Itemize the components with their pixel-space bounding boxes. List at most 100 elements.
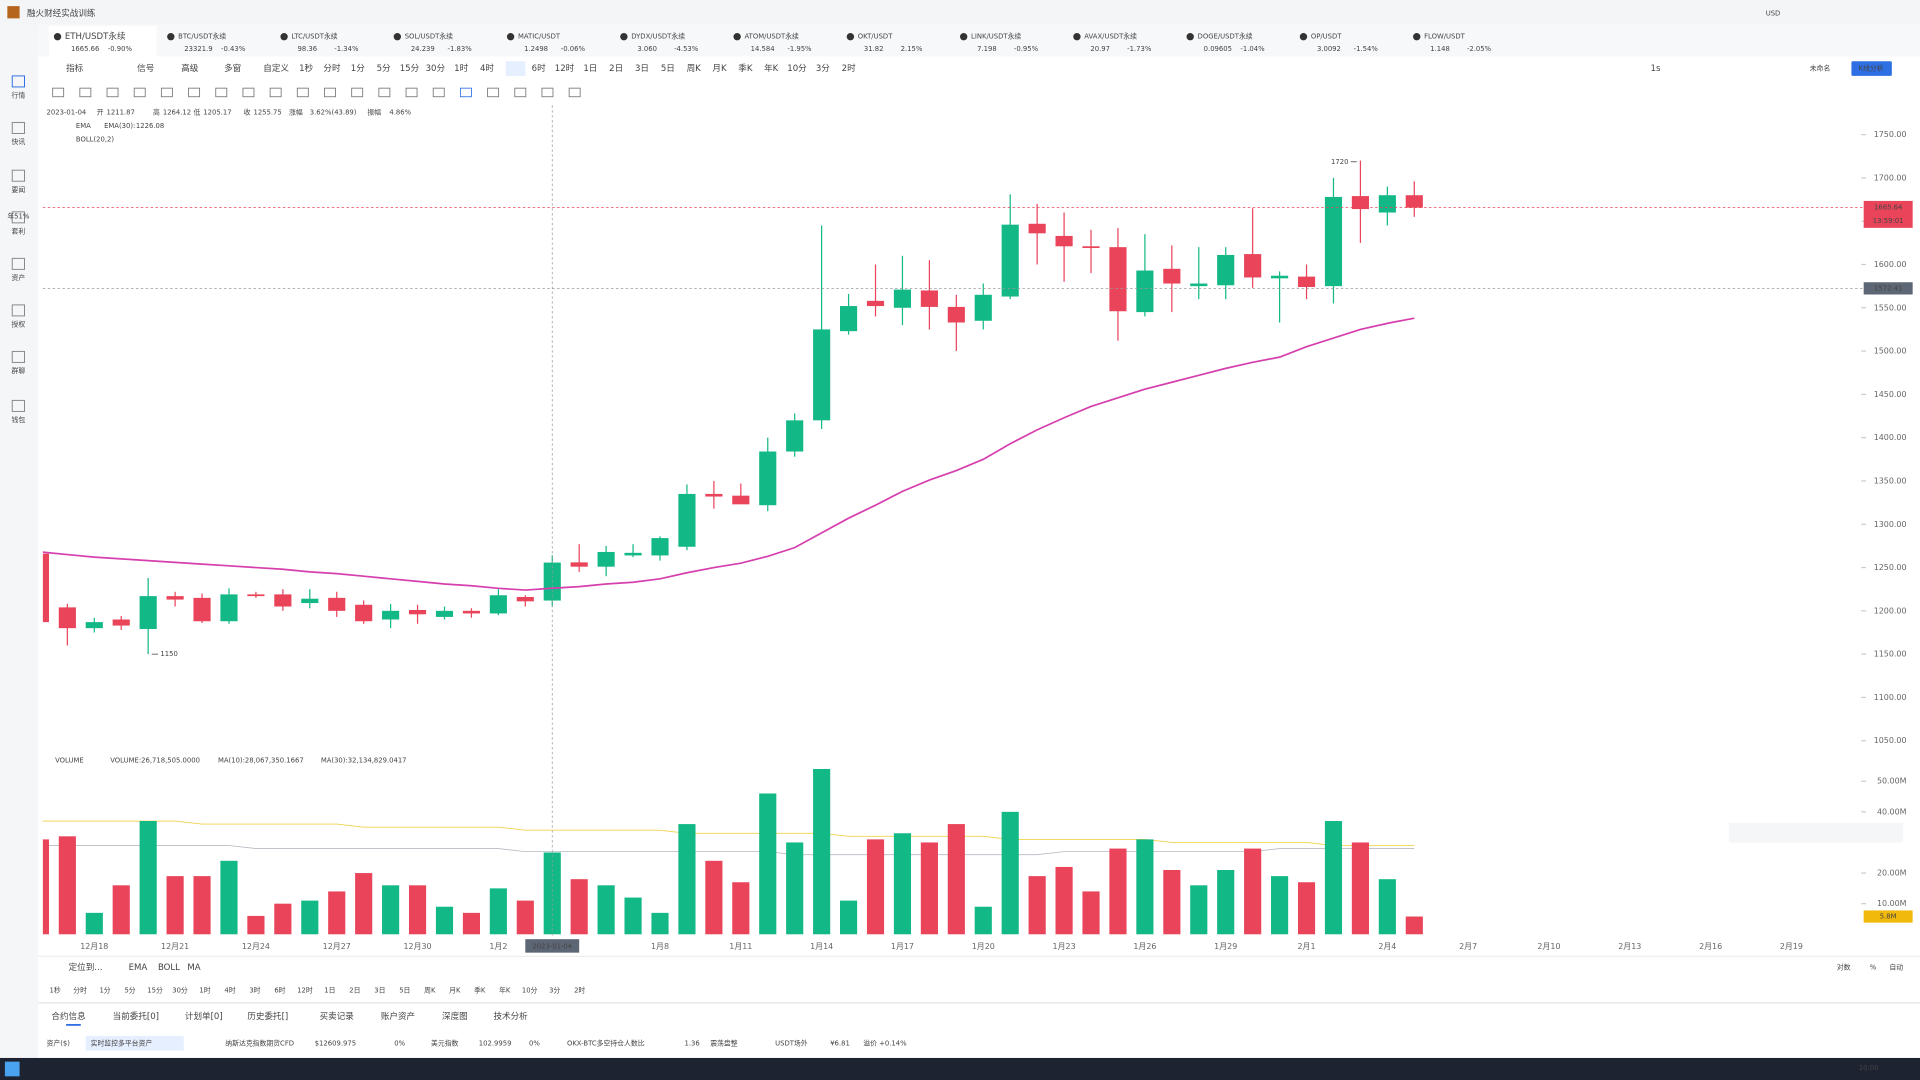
draw-tool-icon[interactable]: [514, 87, 527, 98]
interval-button[interactable]: 2时: [842, 62, 856, 74]
interval-button[interactable]: 3分: [816, 63, 830, 74]
tab-symbol[interactable]: DOGE/USDT永续: [1198, 32, 1253, 41]
tab-symbol[interactable]: OKT/USDT: [858, 33, 893, 41]
draw-tool-icon[interactable]: [133, 87, 146, 98]
interval-button[interactable]: 3分: [549, 986, 560, 995]
draw-tool-icon[interactable]: [106, 87, 119, 98]
interval-button[interactable]: 1分: [351, 63, 365, 74]
sidebar-icon[interactable]: [11, 75, 25, 88]
tab-symbol[interactable]: BTC/USDT永续: [178, 32, 226, 41]
interval-button[interactable]: 12时: [297, 986, 313, 995]
status-monitor[interactable]: 实时监控多平台资产: [91, 1038, 153, 1047]
tab-symbol[interactable]: AVAX/USDT永续: [1084, 32, 1137, 41]
sidebar-icon[interactable]: [11, 304, 25, 317]
sidebar-item[interactable]: 钱包: [12, 415, 26, 424]
bottom-tab[interactable]: 买卖记录: [320, 1011, 355, 1022]
draw-tool-icon[interactable]: [188, 87, 201, 98]
draw-tool-icon[interactable]: [351, 87, 364, 98]
sidebar-item[interactable]: 套利: [12, 226, 26, 235]
interval-button[interactable]: 30分: [172, 986, 188, 995]
toolbar-right[interactable]: 1s: [1651, 64, 1661, 74]
draw-tool-icon[interactable]: [79, 87, 92, 98]
draw-tool-icon[interactable]: [160, 87, 173, 98]
toolbar-button[interactable]: 指标: [66, 62, 84, 74]
interval-button[interactable]: 5分: [124, 986, 135, 995]
draw-tool-icon[interactable]: [296, 87, 309, 98]
interval-button[interactable]: 1分: [99, 986, 110, 995]
scale-option[interactable]: %: [1870, 963, 1877, 971]
tab-symbol[interactable]: MATIC/USDT: [518, 33, 561, 41]
bottom-tab[interactable]: 深度图: [442, 1010, 468, 1022]
interval-button[interactable]: 年K: [499, 986, 511, 995]
locate[interactable]: 定位到...: [69, 961, 103, 973]
analysis-button[interactable]: [1851, 61, 1892, 76]
draw-tool-icon[interactable]: [269, 87, 282, 98]
sidebar-item[interactable]: 要闻: [12, 185, 26, 194]
scale-option[interactable]: 自动: [1889, 962, 1903, 971]
sidebar-icon[interactable]: [11, 211, 25, 224]
draw-tool-icon[interactable]: [215, 87, 228, 98]
draw-tool-icon[interactable]: [324, 87, 336, 98]
interval-button[interactable]: 周K: [687, 63, 702, 74]
toolbar-button[interactable]: 自定义: [263, 62, 289, 74]
interval-button[interactable]: 2时: [574, 986, 585, 995]
tab-symbol[interactable]: OP/USDT: [1311, 33, 1342, 41]
interval-button[interactable]: 1日: [324, 987, 335, 995]
draw-tool-icon[interactable]: [378, 87, 391, 98]
interval-button[interactable]: 6时: [274, 986, 285, 995]
interval-button[interactable]: 季K: [474, 986, 486, 995]
interval-button[interactable]: 5日: [661, 63, 675, 74]
sidebar-icon[interactable]: [11, 350, 25, 363]
sidebar-item[interactable]: 授权: [12, 319, 26, 328]
sidebar-item[interactable]: 资产: [12, 273, 26, 282]
bottom-tab[interactable]: 计划单[0]: [185, 1010, 223, 1022]
tab-symbol[interactable]: DYDX/USDT永续: [631, 32, 685, 41]
sidebar-icon[interactable]: [11, 257, 25, 270]
tab-symbol[interactable]: FLOW/USDT: [1424, 33, 1466, 41]
interval-button[interactable]: 1时: [199, 986, 210, 995]
interval-button[interactable]: 15分: [147, 986, 163, 995]
interval-button[interactable]: 月K: [449, 987, 461, 995]
sidebar-icon[interactable]: [11, 399, 25, 412]
scale-option[interactable]: 对数: [1837, 962, 1851, 971]
toolbar-button[interactable]: 多窗: [224, 62, 241, 74]
bottom-tab[interactable]: 当前委托[0]: [113, 1010, 159, 1022]
interval-button[interactable]: 5日: [399, 987, 410, 995]
draw-tool-icon[interactable]: [568, 87, 581, 98]
bottom-indicator[interactable]: EMA: [129, 963, 148, 973]
sidebar-item[interactable]: 快讯: [12, 137, 26, 146]
toolbar-button[interactable]: 信号: [137, 62, 154, 74]
interval-button[interactable]: 3时: [249, 986, 260, 995]
interval-button[interactable]: 2日: [609, 63, 623, 74]
interval-button[interactable]: 分时: [323, 62, 341, 74]
tab-symbol[interactable]: ATOM/USDT永续: [744, 32, 799, 41]
draw-tool-icon[interactable]: [432, 87, 445, 98]
interval-button[interactable]: 1日: [583, 63, 597, 74]
bottom-tab[interactable]: 账户资产: [381, 1010, 415, 1022]
interval-button[interactable]: 周K: [424, 987, 436, 995]
start-button[interactable]: [4, 1061, 20, 1077]
sidebar-item[interactable]: 群聊: [12, 366, 26, 375]
interval-button[interactable]: 4时: [224, 986, 235, 995]
bottom-tab[interactable]: 合约信息: [51, 1010, 86, 1022]
currency[interactable]: USD: [1766, 9, 1781, 17]
interval-button[interactable]: 15分: [400, 63, 420, 74]
interval-button[interactable]: 1秒: [50, 986, 61, 995]
tab-symbol[interactable]: SOL/USDT永续: [405, 32, 453, 41]
interval-button[interactable]: 6时: [532, 62, 546, 74]
interval-button[interactable]: 季K: [738, 62, 753, 74]
toolbar-right[interactable]: K线分析: [1859, 64, 1884, 73]
interval-button[interactable]: 1时: [454, 62, 468, 74]
tab-symbol[interactable]: LTC/USDT永续: [291, 32, 337, 41]
draw-tool-icon[interactable]: [459, 87, 472, 98]
bottom-indicator[interactable]: MA: [187, 963, 200, 973]
bottom-tab[interactable]: 技术分析: [493, 1010, 528, 1022]
tab-symbol[interactable]: ETH/USDT永续: [65, 30, 126, 42]
toolbar-button[interactable]: 高级: [181, 62, 199, 74]
interval-button[interactable]: 月K: [712, 63, 727, 74]
sidebar-icon[interactable]: [11, 121, 25, 134]
bottom-indicator[interactable]: BOLL: [158, 963, 180, 973]
tab-symbol[interactable]: LINK/USDT永续: [971, 32, 1021, 41]
interval-button[interactable]: 分时: [73, 986, 87, 995]
draw-tool-icon[interactable]: [242, 87, 255, 98]
